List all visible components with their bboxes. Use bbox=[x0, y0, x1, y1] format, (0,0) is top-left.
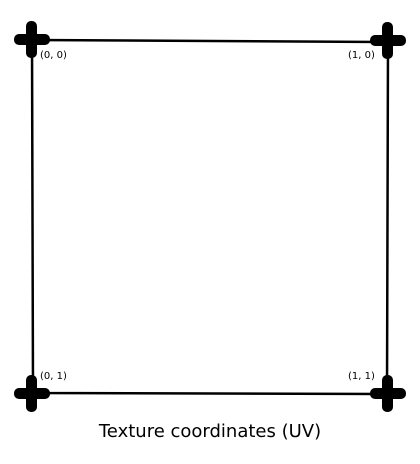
corner-marker-top-right bbox=[370, 22, 406, 59]
label-bottom-right: (1, 1) bbox=[348, 371, 375, 382]
corner-marker-bottom-left bbox=[14, 375, 50, 412]
uv-square-outline bbox=[30, 38, 390, 396]
corner-marker-top-left bbox=[14, 21, 50, 58]
corner-marker-bottom-right bbox=[370, 375, 406, 412]
label-top-left: (0, 0) bbox=[40, 50, 67, 61]
label-bottom-left: (0, 1) bbox=[40, 371, 67, 382]
label-top-right: (1, 0) bbox=[348, 50, 375, 61]
diagram-caption: Texture coordinates (UV) bbox=[98, 421, 322, 442]
